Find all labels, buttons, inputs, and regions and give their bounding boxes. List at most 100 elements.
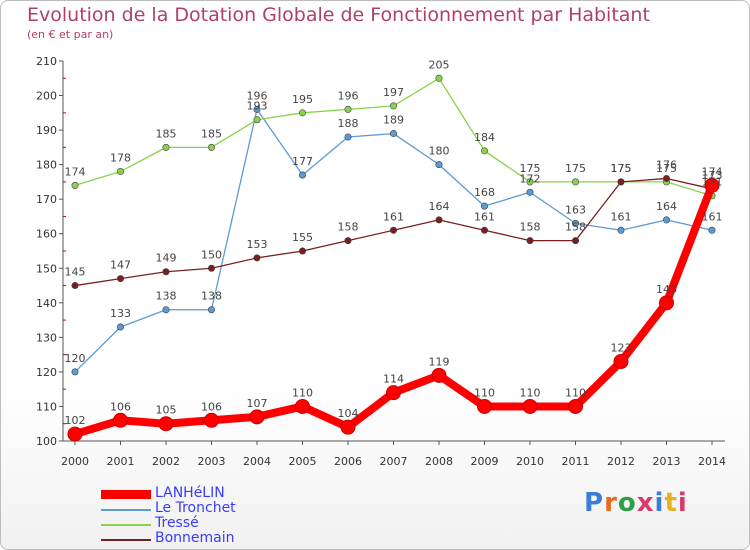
x-tick-label: 2003 (198, 455, 226, 468)
data-label: 195 (292, 93, 313, 106)
data-point (71, 368, 79, 376)
data-point (298, 247, 306, 255)
data-label: 147 (110, 259, 131, 272)
x-tick-label: 2009 (471, 455, 499, 468)
data-label: 158 (338, 221, 359, 234)
y-tick-label: 170 (36, 193, 57, 206)
data-point (253, 105, 261, 113)
data-point (249, 409, 265, 425)
data-label: 171 (702, 176, 723, 189)
chart-axes: 100 110 120 130 140 150 160 170 180 190 200 210 2000… (36, 55, 726, 468)
data-point (522, 398, 538, 414)
x-tick-label: 2000 (61, 455, 89, 468)
data-label: 175 (565, 162, 586, 175)
data-point (389, 226, 397, 234)
data-label: 119 (429, 355, 450, 368)
x-tick-label: 2007 (380, 455, 408, 468)
data-label: 180 (429, 145, 450, 158)
data-point (162, 268, 170, 276)
x-tick-label: 2002 (152, 455, 180, 468)
data-point (480, 226, 488, 234)
data-point (340, 419, 356, 435)
x-tick-label: 2004 (243, 455, 271, 468)
data-point (298, 109, 306, 117)
data-label: 104 (338, 407, 359, 420)
data-point (386, 385, 401, 401)
data-label: 158 (520, 221, 541, 234)
data-point (71, 181, 79, 189)
y-tick-label: 130 (36, 331, 57, 344)
data-label: 138 (156, 290, 177, 303)
data-point (480, 147, 488, 155)
data-label: 110 (565, 386, 586, 399)
data-label: 164 (656, 200, 677, 213)
data-point (571, 178, 579, 186)
y-tick-label: 120 (36, 366, 57, 379)
data-point (253, 116, 261, 124)
data-point (662, 174, 670, 182)
logo-letter: r (604, 488, 618, 518)
data-label: 173 (702, 169, 723, 182)
chart-data-labels: 102 106 105 106 107 110 104 114 119 110 110 110 123 1… (65, 58, 723, 427)
logo-letter: t (664, 488, 678, 518)
data-point (571, 237, 579, 245)
data-label: 133 (110, 307, 131, 320)
data-label: 177 (292, 155, 313, 168)
data-label: 184 (474, 131, 495, 144)
data-label: 106 (110, 400, 131, 413)
data-label: 140 (656, 283, 677, 296)
data-point (344, 133, 352, 141)
data-label: 185 (156, 127, 177, 140)
data-point (389, 102, 397, 110)
y-tick-label: 190 (36, 124, 57, 137)
data-point (158, 416, 174, 432)
data-label: 138 (201, 290, 222, 303)
series-le-tronchet (71, 105, 716, 376)
logo-letter: i (654, 488, 665, 518)
data-label: 120 (65, 352, 86, 365)
y-tick-label: 210 (36, 55, 57, 68)
data-point (67, 426, 83, 442)
data-point (704, 177, 720, 193)
data-point (662, 216, 670, 224)
x-tick-label: 2006 (334, 455, 362, 468)
data-point (117, 275, 125, 283)
data-point (389, 130, 397, 138)
data-label: 153 (247, 238, 268, 251)
y-tick-label: 140 (36, 297, 57, 310)
data-point (431, 367, 447, 383)
data-label: 189 (383, 114, 404, 127)
data-label: 106 (201, 400, 222, 413)
data-point (571, 219, 579, 227)
data-point (113, 412, 128, 428)
data-label: 145 (65, 266, 86, 279)
data-point (295, 398, 310, 414)
data-point (162, 306, 170, 314)
data-label: 161 (611, 210, 632, 223)
x-tick-label: 2001 (107, 455, 135, 468)
data-label: 205 (429, 58, 450, 71)
data-point (526, 237, 534, 245)
proxiti-logo: Proxiti (584, 488, 688, 518)
data-label: 123 (611, 342, 632, 355)
data-label: 161 (702, 210, 723, 223)
chart-subtitle: (en € et par an) (27, 28, 114, 41)
data-label: 110 (520, 386, 541, 399)
data-point (344, 237, 352, 245)
data-label: 175 (656, 162, 677, 175)
logo-letter: x (636, 488, 655, 518)
legend-swatch (101, 509, 151, 511)
data-label: 158 (565, 221, 586, 234)
data-point (253, 254, 261, 262)
data-point (480, 202, 488, 210)
y-tick-label: 180 (36, 159, 57, 172)
data-point (435, 216, 443, 224)
data-point (617, 226, 625, 234)
data-point (117, 323, 125, 331)
logo-letter: i (677, 488, 688, 518)
data-label: 172 (520, 172, 541, 185)
data-point (613, 354, 629, 370)
data-label: 102 (65, 414, 86, 427)
data-label: 196 (247, 89, 268, 102)
